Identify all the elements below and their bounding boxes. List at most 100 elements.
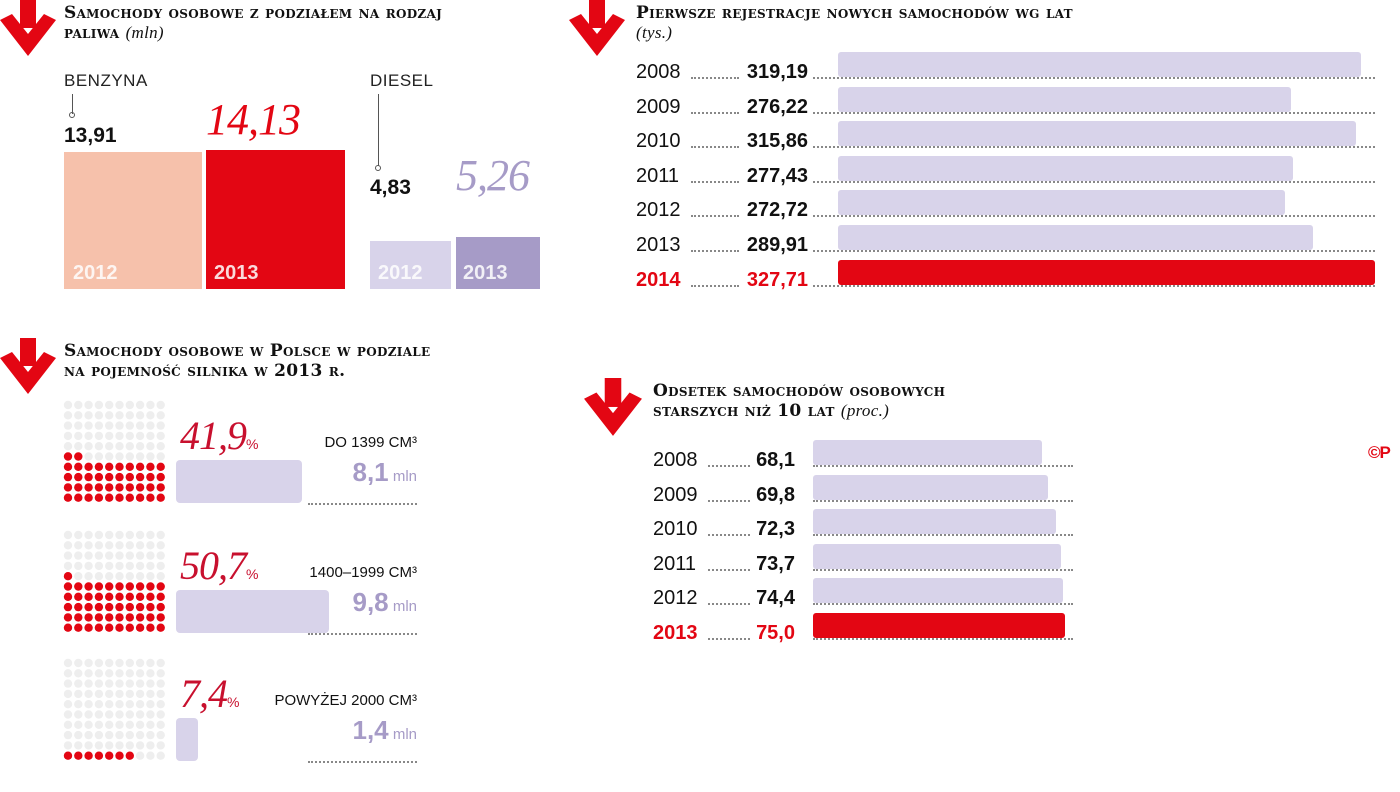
reg-bar	[838, 86, 1291, 112]
share-dot	[105, 442, 114, 451]
share-dot	[105, 462, 114, 471]
reg-bar-dots	[813, 77, 1375, 79]
share-dot	[63, 472, 73, 482]
age-title-l1: Odsetek samochodów osobowych	[653, 381, 946, 401]
share-dot	[146, 462, 155, 471]
share-dot	[135, 592, 145, 601]
share-dot	[156, 452, 165, 461]
share-dot	[125, 592, 134, 601]
engine-title-l1: Samochody osobowe w Polsce w podziale	[64, 341, 431, 361]
share-dot	[74, 572, 83, 581]
share-dot	[115, 493, 124, 502]
bar-benzyna-2013-year: 2013	[214, 262, 259, 284]
share-dot	[125, 400, 134, 410]
share-dot	[63, 493, 73, 502]
share-dot	[63, 602, 73, 612]
share-dot	[135, 710, 145, 719]
share-dot	[105, 551, 114, 560]
share-dot	[146, 751, 155, 760]
down-arrow-icon	[0, 0, 56, 56]
engine-mln-unit: mln	[388, 598, 417, 615]
benzyna-2013-value: 14,13	[206, 95, 301, 144]
share-dot	[146, 689, 155, 699]
share-dot	[74, 730, 83, 740]
share-dot	[63, 442, 73, 451]
reg-bar	[838, 259, 1375, 285]
bar-benzyna-2013	[206, 149, 345, 289]
share-dot	[125, 411, 134, 420]
share-percent-value: 50,7	[180, 543, 247, 588]
share-dot	[156, 411, 165, 420]
share-dot	[146, 551, 155, 560]
share-dot	[115, 669, 124, 678]
share-dot	[94, 551, 104, 560]
share-dot	[125, 551, 134, 560]
engine-mln-value: 9,8	[352, 587, 389, 617]
reg-value-label: 289,91	[746, 234, 808, 256]
benzyna-leader	[72, 94, 73, 114]
age-value-label: 72,3	[756, 518, 795, 541]
bar-benzyna-2012-year: 2012	[73, 262, 118, 284]
share-dot	[115, 551, 124, 560]
share-dot	[74, 452, 83, 461]
bar-diesel-2013-year: 2013	[463, 262, 508, 284]
share-dot	[115, 658, 124, 668]
share-dot	[146, 669, 155, 678]
share-dot	[105, 582, 114, 591]
copyright-mark: ©P	[1368, 443, 1391, 462]
share-dot	[125, 530, 134, 540]
share-dot	[135, 613, 145, 622]
reg-leader-dots	[691, 146, 739, 149]
share-dot	[125, 602, 134, 612]
reg-bar	[838, 225, 1314, 250]
engine-category-label: 1400–1999 CM³	[309, 564, 417, 581]
fuel-title: Samochody osobowe z podziałem na rodzaj …	[64, 3, 444, 43]
share-dot	[146, 541, 155, 550]
share-dot	[84, 669, 93, 678]
share-dot	[63, 623, 73, 632]
age-leader-dots	[708, 638, 750, 640]
share-dot	[63, 462, 73, 471]
share-dot	[156, 421, 165, 430]
share-dot	[135, 623, 145, 632]
share-dot	[94, 421, 104, 430]
share-dot	[74, 411, 83, 420]
share-dot	[63, 582, 73, 591]
share-dot	[115, 730, 124, 740]
share-dot	[74, 700, 83, 709]
share-dot	[146, 411, 155, 420]
share-dot	[156, 613, 165, 622]
share-dot	[94, 572, 104, 581]
bar-diesel-2013	[456, 237, 540, 289]
share-dot	[105, 658, 114, 668]
share-dot	[125, 541, 134, 550]
share-dot	[63, 679, 73, 688]
share-dot	[125, 572, 134, 581]
share-dot	[105, 400, 114, 410]
share-dot	[94, 720, 104, 729]
share-dot	[74, 582, 83, 591]
share-dot	[74, 561, 83, 571]
reg-title-text: Pierwsze rejestracje nowych samochodów w…	[636, 3, 1073, 23]
age-value-label: 75,0	[756, 622, 795, 644]
share-dot	[63, 613, 73, 622]
share-dot	[146, 493, 155, 502]
share-dot	[156, 700, 165, 709]
share-dot	[63, 720, 73, 729]
share-dot	[63, 400, 73, 410]
share-dot	[135, 602, 145, 612]
share-dot	[74, 431, 83, 441]
share-dot	[115, 679, 124, 688]
share-dot-grid	[63, 400, 165, 502]
share-dot	[74, 400, 83, 410]
share-dot	[74, 710, 83, 719]
share-dot	[156, 493, 165, 502]
share-dot	[146, 582, 155, 591]
diesel-label: DIESEL	[370, 71, 434, 90]
share-dot	[94, 431, 104, 441]
share-dot	[84, 623, 93, 632]
share-dot	[84, 602, 93, 612]
down-arrow-icon	[0, 338, 56, 394]
age-bar-dots	[813, 534, 1073, 537]
share-dot	[125, 483, 134, 492]
